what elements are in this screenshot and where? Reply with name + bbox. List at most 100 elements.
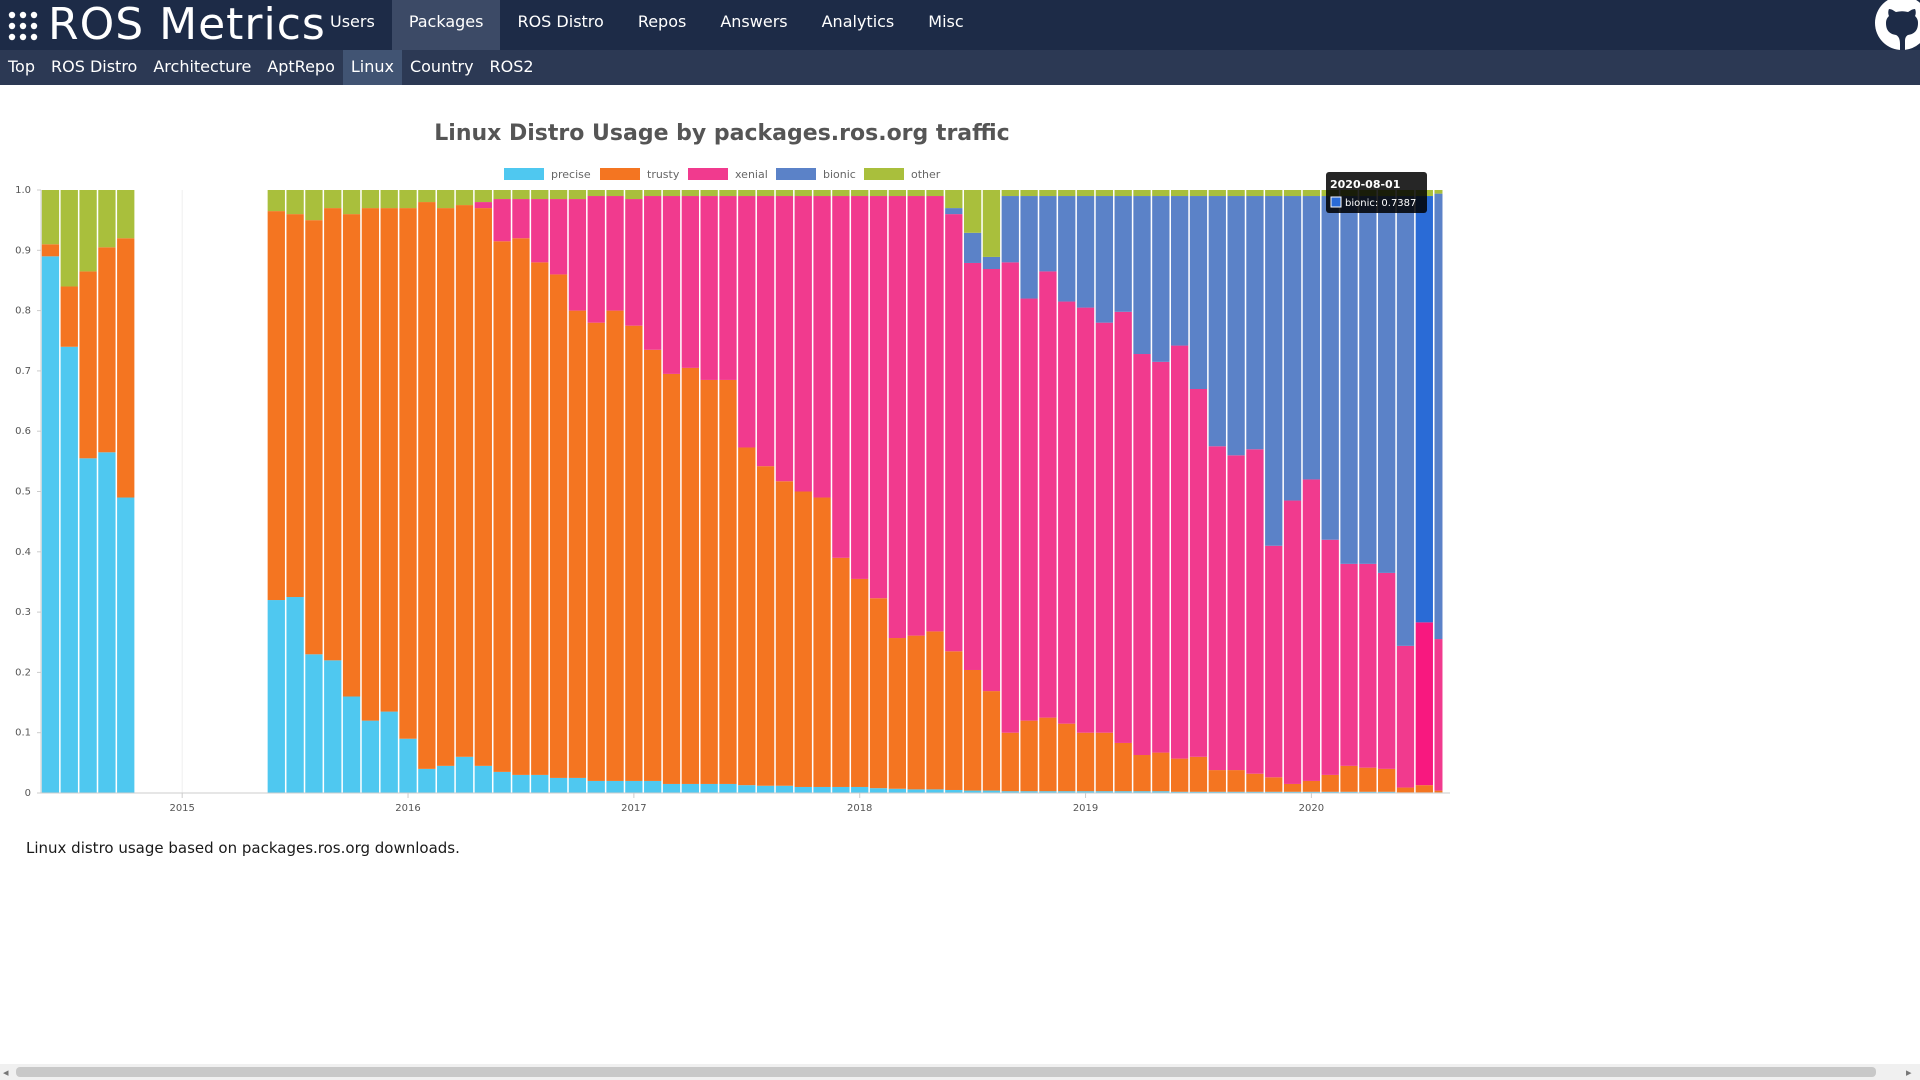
bar-other[interactable] (926, 190, 944, 197)
bar-precise[interactable] (531, 774, 549, 793)
bar-other[interactable] (1208, 190, 1226, 197)
bar-precise[interactable] (756, 785, 775, 793)
bar-other[interactable] (98, 190, 116, 248)
bar-other[interactable] (794, 190, 812, 197)
bar-other[interactable] (437, 190, 455, 209)
bar-trusty[interactable] (1340, 765, 1358, 792)
bar-trusty[interactable] (1114, 742, 1132, 792)
bar-xenial[interactable] (1020, 298, 1038, 721)
bar-trusty[interactable] (1396, 787, 1415, 793)
bar-precise[interactable] (1378, 791, 1396, 793)
bar-precise[interactable] (1133, 791, 1151, 793)
bar-xenial[interactable] (474, 202, 492, 209)
bar-xenial[interactable] (512, 199, 530, 239)
bar-bionic[interactable] (1020, 196, 1038, 299)
bar-precise[interactable] (512, 774, 530, 793)
bar-other[interactable] (756, 190, 775, 197)
bar-precise[interactable] (474, 765, 492, 793)
bar-bionic[interactable] (1114, 196, 1132, 312)
bar-other[interactable] (455, 190, 474, 206)
bar-bionic[interactable] (1095, 196, 1114, 323)
bar-other[interactable] (1302, 190, 1321, 197)
bar-xenial[interactable] (738, 196, 756, 448)
bar-xenial[interactable] (1095, 322, 1114, 733)
bar-xenial[interactable] (1189, 388, 1208, 757)
bar-trusty[interactable] (60, 286, 78, 347)
bar-precise[interactable] (60, 346, 78, 793)
bar-bionic[interactable] (1246, 196, 1264, 450)
bar-trusty[interactable] (286, 214, 304, 598)
legend-swatch-xenial[interactable] (688, 168, 728, 180)
bar-other[interactable] (832, 190, 850, 197)
bar-other[interactable] (775, 190, 794, 197)
bar-precise[interactable] (455, 756, 474, 793)
bar-trusty[interactable] (1095, 732, 1114, 792)
bar-precise[interactable] (549, 777, 568, 793)
bar-precise[interactable] (1246, 791, 1264, 793)
bar-precise[interactable] (418, 768, 436, 793)
bar-precise[interactable] (1359, 791, 1377, 793)
bar-other[interactable] (1283, 190, 1302, 197)
scroll-right-icon[interactable]: ▸ (1906, 1066, 1912, 1079)
bar-trusty[interactable] (1359, 767, 1377, 792)
bar-trusty[interactable] (851, 578, 869, 787)
bar-bionic[interactable] (1340, 196, 1358, 564)
bar-precise[interactable] (1302, 791, 1321, 793)
bar-trusty[interactable] (738, 447, 756, 786)
bar-precise[interactable] (1020, 791, 1038, 793)
bar-trusty[interactable] (418, 202, 436, 769)
bar-trusty[interactable] (1208, 770, 1226, 792)
bar-xenial[interactable] (1246, 449, 1264, 774)
legend-label-precise[interactable]: precise (551, 168, 591, 181)
bar-other[interactable] (681, 190, 699, 197)
bar-xenial[interactable] (700, 196, 718, 380)
bar-xenial[interactable] (493, 199, 511, 242)
bar-bionic[interactable] (1396, 196, 1415, 646)
bar-trusty[interactable] (549, 274, 568, 778)
bar-precise[interactable] (1039, 791, 1057, 793)
bar-xenial[interactable] (1171, 345, 1189, 759)
bar-xenial[interactable] (644, 196, 662, 350)
legend-swatch-other[interactable] (864, 168, 904, 180)
bar-xenial[interactable] (1265, 545, 1283, 778)
bar-precise[interactable] (832, 786, 850, 793)
bar-trusty[interactable] (719, 379, 737, 784)
bar-trusty[interactable] (945, 651, 963, 790)
bar-precise[interactable] (1001, 791, 1019, 793)
bar-precise[interactable] (1058, 791, 1076, 793)
bar-precise[interactable] (907, 789, 925, 793)
bar-precise[interactable] (888, 788, 906, 793)
bar-bionic[interactable] (1415, 196, 1433, 623)
bar-other[interactable] (474, 190, 492, 203)
subnav-architecture[interactable]: Architecture (153, 57, 252, 76)
bar-other[interactable] (531, 190, 549, 200)
bar-trusty[interactable] (380, 208, 398, 712)
bar-trusty[interactable] (681, 367, 699, 784)
bar-precise[interactable] (324, 660, 342, 793)
bar-trusty[interactable] (888, 638, 906, 789)
bar-bionic[interactable] (1058, 196, 1076, 302)
bar-trusty[interactable] (606, 310, 624, 781)
bar-other[interactable] (286, 190, 304, 215)
bar-bionic[interactable] (1208, 196, 1226, 447)
bar-xenial[interactable] (851, 196, 869, 579)
bar-bionic[interactable] (1359, 196, 1377, 564)
bar-trusty[interactable] (324, 208, 342, 661)
bar-precise[interactable] (1265, 791, 1283, 793)
bar-other[interactable] (1133, 190, 1151, 197)
bar-other[interactable] (644, 190, 662, 197)
bar-trusty[interactable] (493, 241, 511, 772)
nav-answers[interactable]: Answers (720, 12, 788, 31)
bar-other[interactable] (568, 190, 587, 200)
nav-packages[interactable]: Packages (391, 0, 501, 50)
bar-xenial[interactable] (662, 196, 681, 374)
bar-xenial[interactable] (1152, 361, 1170, 753)
bar-other[interactable] (418, 190, 436, 203)
bar-other[interactable] (1039, 190, 1057, 197)
bar-precise[interactable] (775, 785, 794, 793)
bar-trusty[interactable] (79, 271, 97, 459)
bar-precise[interactable] (700, 783, 718, 793)
bar-precise[interactable] (926, 789, 944, 793)
bar-precise[interactable] (1076, 791, 1095, 793)
bar-precise[interactable] (738, 785, 756, 793)
